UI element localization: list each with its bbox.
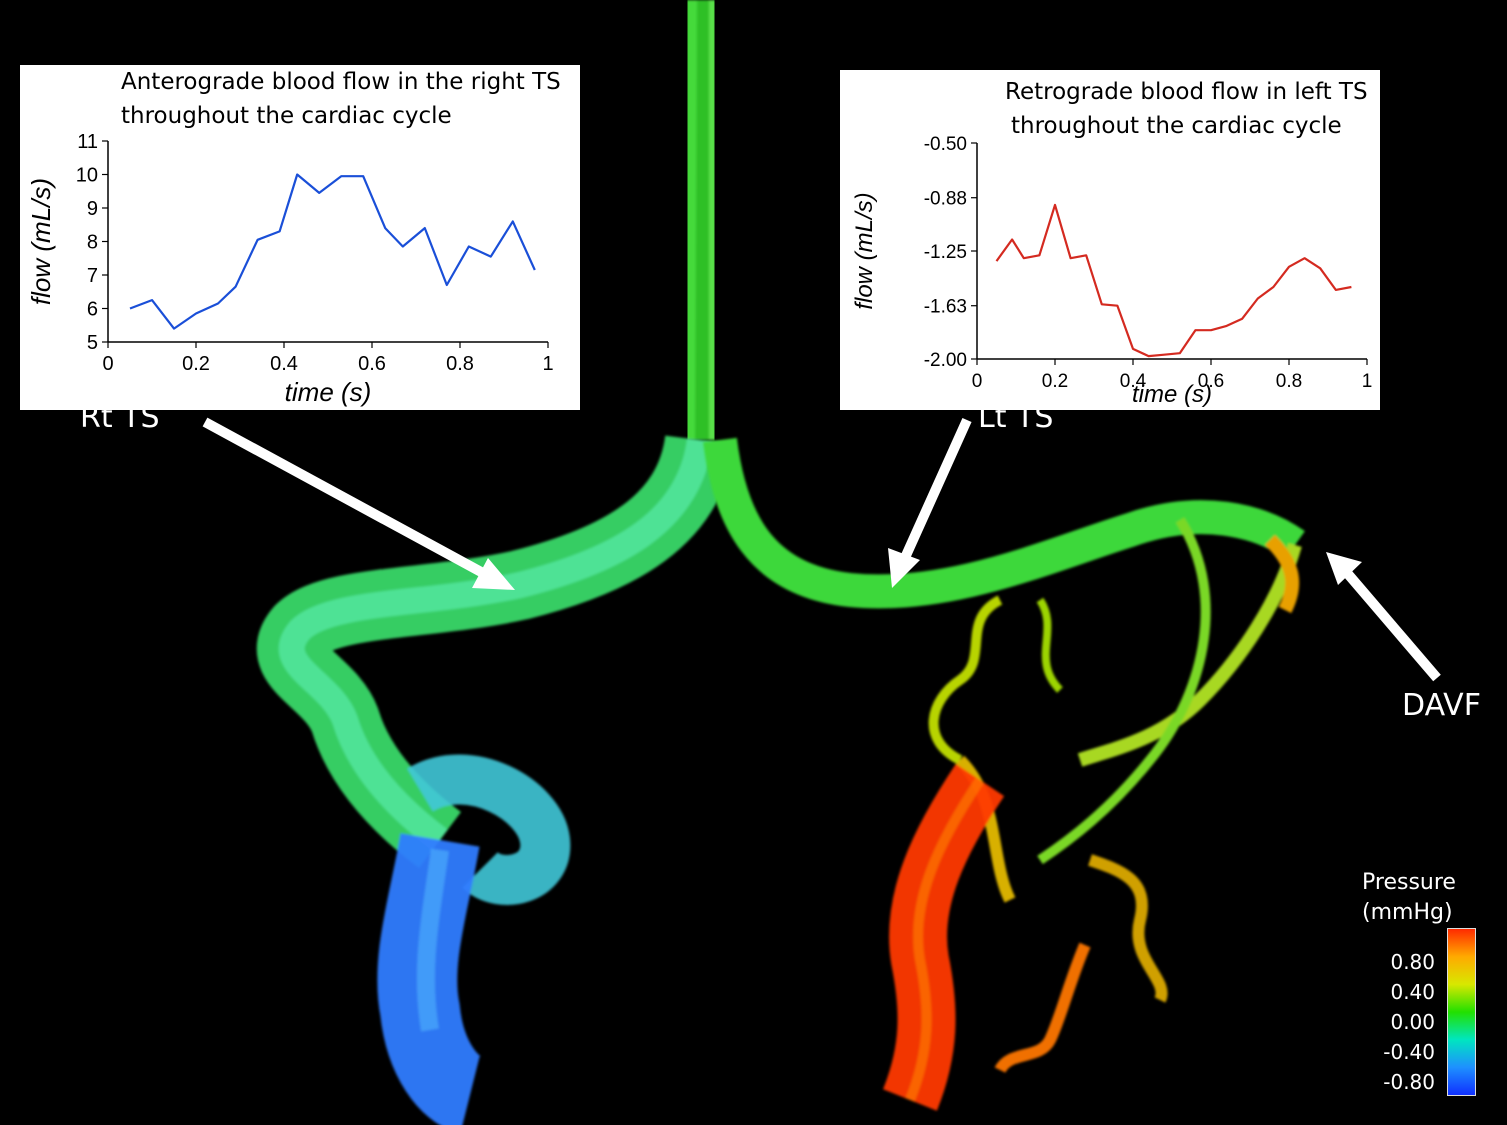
right-ts-chart-title: Anterograde blood flow in the right TS t…: [121, 65, 581, 133]
y-axis-label: flow (mL/s): [26, 178, 56, 305]
arrows: [202, 417, 1441, 682]
y-tick-label: 9: [87, 198, 98, 220]
y-tick-label: 8: [87, 232, 98, 254]
legend-tick: 0.40: [1390, 980, 1435, 1004]
x-tick-label: 0.6: [358, 353, 386, 375]
x-tick-label: 1: [1362, 371, 1373, 392]
legend-tick: -0.80: [1383, 1070, 1435, 1094]
davf-arrow: [1326, 552, 1441, 682]
right-ts-flow-panel: Anterograde blood flow in the right TS t…: [20, 65, 580, 410]
legend-title-line1: Pressure: [1362, 870, 1456, 895]
x-tick-label: 0.4: [1120, 371, 1147, 392]
y-axis-label: flow (mL/s): [851, 192, 878, 309]
legend-title: Pressure (mmHg): [1362, 868, 1456, 928]
y-tick-label: -2.00: [924, 350, 967, 371]
left-ts-title-line1: Retrograde blood flow in left TS: [1005, 79, 1368, 105]
vertical-sinus: [679, 0, 721, 441]
series-line-0: [995, 203, 1352, 358]
lt-ts-arrow: [888, 417, 972, 588]
right-transverse-sinus: [256, 434, 735, 1125]
rt-ts-arrow: [202, 417, 515, 590]
x-axis-label: time (s): [285, 377, 372, 407]
x-axis-label: time (s): [1132, 381, 1212, 408]
y-tick-label: -1.25: [924, 242, 967, 263]
right-ts-title-line2: throughout the cardiac cycle: [121, 103, 452, 129]
legend-tick: 0.80: [1390, 950, 1435, 974]
y-tick-label: 10: [76, 165, 98, 187]
y-tick-label: -0.88: [924, 189, 967, 210]
x-tick-label: 1: [542, 353, 553, 375]
x-tick-label: 0.8: [1276, 371, 1302, 392]
left-ts-title-line2: throughout the cardiac cycle: [1011, 113, 1342, 139]
x-tick-label: 0.2: [1042, 371, 1068, 392]
y-tick-label: 6: [87, 299, 98, 321]
left-transverse-sinus: [703, 437, 1305, 1111]
right-ts-flow-chart: 0 0.2 0.4 0.6 0.8 1 5 6 7 8 9 10 11 time (s) flow (mL/…: [26, 131, 554, 407]
x-tick-label: 0.8: [446, 353, 474, 375]
right-ts-title-line1: Anterograde blood flow in the right TS: [121, 69, 561, 95]
series-line-0: [129, 173, 536, 330]
pressure-colorbar: [1447, 928, 1476, 1096]
y-tick-label: -1.63: [924, 297, 967, 318]
lt-ts-label: Lt TS: [978, 400, 1054, 435]
y-tick-label: 11: [77, 131, 98, 153]
x-tick-label: 0.2: [182, 353, 210, 375]
legend-tick: 0.00: [1390, 1010, 1435, 1034]
left-ts-chart-title: Retrograde blood flow in left TS through…: [1005, 75, 1385, 143]
x-tick-label: 0: [972, 371, 983, 392]
y-tick-label: 5: [87, 332, 98, 354]
x-tick-label: 0.6: [1198, 371, 1224, 392]
davf-label: DAVF: [1402, 688, 1481, 723]
y-tick-label: 7: [87, 265, 98, 287]
left-ts-flow-panel: Retrograde blood flow in left TS through…: [840, 70, 1380, 410]
left-ts-flow-chart: 0 0.2 0.4 0.6 0.8 1 -0.50 -0.88 -1.25 -1.63 -2.00 t…: [851, 134, 1373, 408]
legend-title-line2: (mmHg): [1362, 900, 1453, 925]
y-tick-label: -0.50: [924, 134, 967, 155]
legend-tick: -0.40: [1383, 1040, 1435, 1064]
x-tick-label: 0: [102, 353, 113, 375]
rt-ts-label: Rt TS: [80, 400, 160, 435]
x-tick-label: 0.4: [270, 353, 298, 375]
